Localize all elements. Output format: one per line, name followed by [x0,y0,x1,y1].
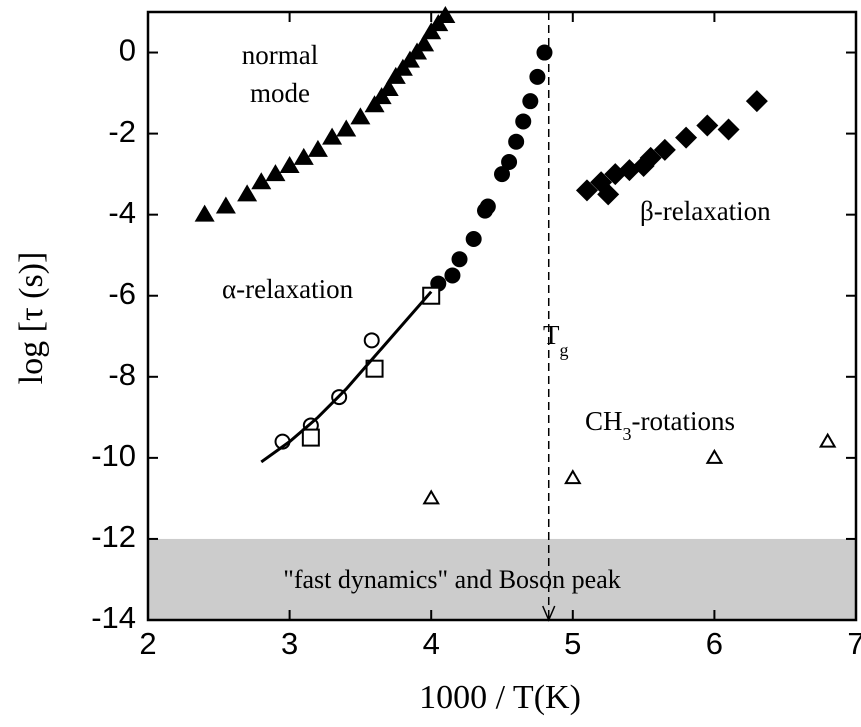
point [279,156,300,174]
point [363,332,380,349]
annotation-text: CH [585,406,623,436]
y-tick-label: -2 [108,114,136,149]
point [639,146,662,169]
y-axis-label: log [τ (s)] [13,252,50,385]
annotation-subscript: 3 [623,424,632,444]
annotation: "fast dynamics" and Boson peak [283,565,621,594]
point [322,127,343,145]
y-tick-label: -8 [108,357,136,392]
y-tick-label: -10 [91,438,136,473]
point [653,138,676,161]
x-tick-label: 6 [706,626,723,661]
point [422,286,441,305]
point [564,469,582,485]
point [529,68,546,85]
point [307,139,328,157]
point [575,179,598,202]
point [301,428,320,447]
shaded-region [148,538,856,620]
annotation: CH3-rotations [585,406,735,444]
y-tick-label: -6 [108,276,136,311]
point [293,147,314,165]
point [237,184,258,202]
point [331,389,348,406]
series [301,286,441,447]
point [717,118,740,141]
point [422,489,440,505]
series [194,6,456,222]
x-tick-label: 2 [139,626,156,661]
y-tick-label: -4 [108,195,136,230]
point [675,126,698,149]
x-tick-label: 4 [423,626,440,661]
series [430,44,553,292]
point [444,267,461,284]
annotation-subscript: g [560,340,569,360]
point [479,198,496,215]
x-tick-label: 3 [281,626,298,661]
point [435,6,456,24]
series [575,90,768,206]
point [378,79,399,97]
point [696,114,719,137]
point [501,153,518,170]
x-tick-label: 7 [847,626,861,661]
x-axis-label: 1000 / T(K) [419,679,581,716]
point [494,166,510,183]
point [194,204,215,222]
point [215,196,236,214]
point [350,107,371,125]
point [336,119,357,137]
point [705,448,724,464]
point [365,359,384,378]
point [818,432,837,448]
annotation-text: -rotations [632,406,735,436]
series [260,290,433,464]
point [515,113,532,130]
annotation: α-relaxation [222,274,354,304]
series [422,432,837,505]
annotation-text: T [543,320,560,350]
annotation: β-relaxation [640,196,771,226]
point [536,44,553,61]
annotation: Tg [543,320,569,360]
point [414,34,435,52]
point [597,183,620,206]
point [745,90,768,113]
y-tick-label: -14 [91,600,136,635]
point [508,133,525,150]
point [265,164,286,182]
point [522,93,539,110]
annotation: mode [250,78,310,108]
fit-line [260,290,433,464]
point [451,251,468,268]
plot-frame [146,10,858,622]
y-tick-label: 0 [119,33,136,68]
y-tick-label: -12 [91,519,136,554]
x-tick-label: 5 [564,626,581,661]
point [251,172,272,190]
point [465,230,482,247]
series [274,332,380,450]
annotation: normal [242,40,318,70]
